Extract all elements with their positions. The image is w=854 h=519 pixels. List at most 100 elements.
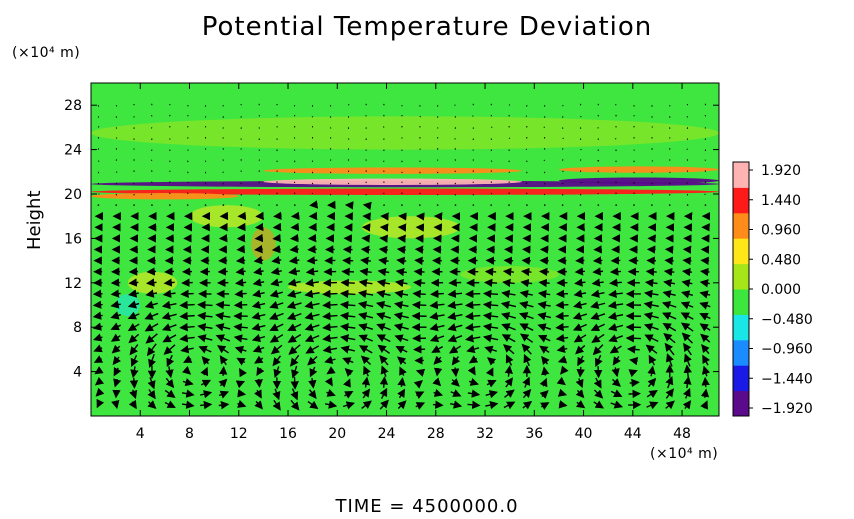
vector-arrow <box>699 323 711 332</box>
vector-arrow <box>324 355 336 365</box>
vector-dot <box>383 204 385 206</box>
vector-arrow <box>467 389 481 398</box>
vector-arrow <box>681 267 692 277</box>
vector-arrow <box>326 388 336 397</box>
vector-arrow <box>482 311 499 321</box>
vector-arrow <box>574 267 585 276</box>
vector-arrow <box>112 355 122 366</box>
vector-arrow <box>590 300 606 310</box>
colorbar-swatch <box>733 162 749 188</box>
vector-arrow <box>662 322 677 332</box>
vector-arrow <box>95 387 105 397</box>
vector-arrow <box>200 366 209 377</box>
vector-arrow <box>254 378 263 388</box>
colorbar-swatch <box>733 263 749 290</box>
vector-arrow <box>235 267 246 276</box>
vector-arrow <box>269 323 284 331</box>
vector-arrow <box>254 389 262 399</box>
vector-arrow <box>661 301 677 310</box>
vector-arrow <box>522 388 532 399</box>
vector-arrow <box>666 353 674 367</box>
vector-dot <box>151 204 153 206</box>
vector-arrow <box>305 278 319 287</box>
vector-arrow <box>503 401 516 410</box>
vector-arrow <box>626 345 640 354</box>
vector-arrow <box>164 400 176 408</box>
vector-arrow <box>543 159 546 162</box>
vector-dot <box>508 204 510 206</box>
y-axis-unit: (×10⁴ m) <box>12 45 81 61</box>
vector-arrow <box>628 389 641 399</box>
vector-arrow <box>287 334 302 343</box>
vector-arrow <box>450 400 463 409</box>
vector-arrow <box>363 365 371 377</box>
vector-arrow <box>217 345 229 354</box>
vector-arrow <box>447 323 463 332</box>
vector-arrow <box>615 103 617 106</box>
vector-arrow <box>682 387 691 399</box>
colorbar-swatch <box>733 289 749 315</box>
vector-arrow <box>593 400 604 409</box>
vector-arrow <box>411 300 427 310</box>
vector-arrow <box>340 345 355 354</box>
vector-arrow <box>146 267 157 276</box>
vector-arrow <box>128 333 140 344</box>
vector-arrow <box>163 278 175 287</box>
vector-arrow <box>396 245 406 254</box>
vector-arrow <box>379 234 389 243</box>
vector-arrow <box>197 300 213 310</box>
vector-arrow <box>397 377 406 388</box>
vector-arrow <box>254 400 263 410</box>
vector-arrow <box>607 311 624 321</box>
vector-arrow <box>575 400 586 409</box>
x-tick-label: 44 <box>624 426 642 442</box>
vector-arrow <box>557 388 568 397</box>
time-footer: TIME = 4500000.0 <box>335 496 519 517</box>
vector-arrow <box>454 170 456 173</box>
vector-arrow <box>342 357 354 366</box>
vector-arrow <box>182 365 192 375</box>
vector-arrow <box>233 323 248 332</box>
vector-arrow <box>357 300 374 310</box>
colorbar-swatch <box>733 339 749 366</box>
vector-arrow <box>396 256 407 266</box>
vector-arrow <box>611 378 621 387</box>
vector-arrow <box>543 193 546 196</box>
vector-arrow <box>431 345 444 353</box>
vector-arrow <box>146 343 157 357</box>
colorbar-tick-label: −1.440 <box>761 371 813 387</box>
y-tick-label: 28 <box>64 98 82 114</box>
vector-arrow <box>322 323 338 332</box>
vector-arrow <box>665 400 675 410</box>
vector-arrow <box>97 160 100 162</box>
vector-arrow <box>179 300 195 310</box>
vector-arrow <box>290 399 300 411</box>
vector-arrow <box>252 278 265 287</box>
vector-arrow <box>504 389 515 398</box>
plot-frame <box>90 82 720 417</box>
vector-arrow <box>145 289 158 298</box>
vector-arrow <box>347 138 350 140</box>
vector-arrow <box>94 366 104 375</box>
vector-arrow <box>251 322 266 332</box>
vector-arrow <box>539 377 548 388</box>
field-patch <box>251 227 276 261</box>
vector-arrow <box>235 380 246 389</box>
vector-arrow <box>448 278 462 287</box>
vector-arrow <box>464 311 481 321</box>
colorbar: 1.920 1.440 0.960 0.480 0.000 −0.480 −0.960 −1.… <box>732 161 813 417</box>
vector-arrow <box>145 333 158 344</box>
vector-dot <box>115 204 118 206</box>
vector-arrow <box>680 301 694 310</box>
vector-arrow <box>504 365 513 377</box>
colorbar-tick-label: 0.480 <box>761 252 801 268</box>
colorbar-swatch <box>733 314 749 341</box>
vector-arrow <box>555 311 569 321</box>
vector-arrow <box>236 357 246 366</box>
vector-arrow <box>92 322 103 331</box>
vector-arrow <box>234 278 247 287</box>
vector-arrow <box>378 245 389 254</box>
vector-arrow <box>253 267 264 276</box>
vector-arrow <box>508 171 511 174</box>
y-tick-label: 24 <box>64 143 82 159</box>
